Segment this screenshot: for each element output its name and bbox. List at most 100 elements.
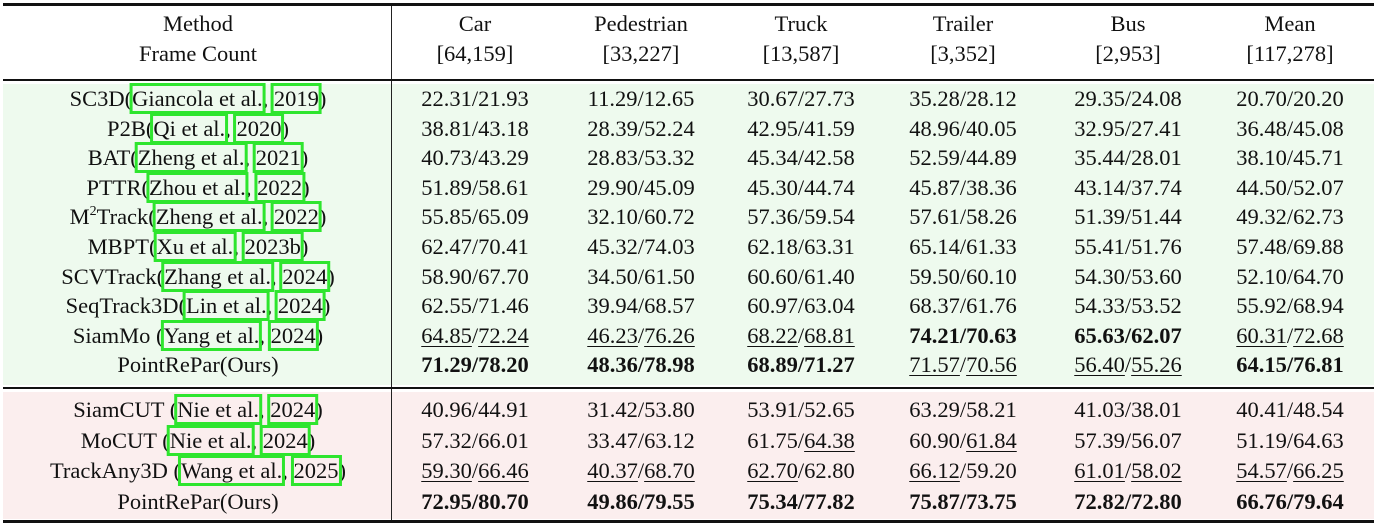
metric-value: 36.48: [1236, 115, 1287, 141]
citation-author-link[interactable]: Qi et al.: [150, 112, 229, 144]
metric-value: 28.39: [587, 115, 638, 141]
metric-cell: 62.47/70.41: [421, 234, 529, 260]
citation-year-link[interactable]: 2021: [252, 142, 304, 174]
value-separator: /: [797, 204, 805, 230]
value-separator: /: [959, 322, 967, 348]
method-name: M2Track(Zheng et al., 2022): [69, 201, 327, 233]
metric-value: 43.18: [478, 115, 529, 141]
citation-year-link[interactable]: 2022: [270, 201, 322, 233]
column-name: Pedestrian: [594, 11, 688, 36]
metric-value: 66.01: [478, 427, 529, 453]
citation-year-link[interactable]: 2024: [267, 319, 319, 351]
metric-value: 11.29: [587, 86, 638, 111]
citation-year-link[interactable]: 2024: [279, 260, 331, 292]
metric-value: 31.42: [587, 397, 638, 422]
metric-cell: 65.14/61.33: [909, 234, 1017, 260]
method-label-suffix: Track: [96, 204, 149, 230]
metric-value: 71.29: [421, 352, 472, 378]
metric-cell: 62.18/63.31: [747, 234, 855, 260]
metric-cell: 65.63/62.07: [1074, 323, 1182, 349]
column-header-bus: Bus [2,953]: [1095, 9, 1161, 69]
citation-year-link[interactable]: 2024: [267, 394, 319, 425]
metric-cell: 62.70/62.80: [747, 458, 855, 484]
citation-author-link[interactable]: Zheng et al.: [152, 201, 266, 233]
value-separator: /: [471, 427, 479, 453]
citation-year-link[interactable]: 2024: [274, 290, 326, 322]
value-separator: /: [1124, 427, 1132, 453]
metric-value: 60.10: [966, 263, 1017, 289]
metric-cell: 58.90/67.70: [421, 264, 529, 290]
metric-value: 42.95: [747, 115, 798, 141]
value-separator: /: [471, 458, 479, 483]
value-separator: /: [637, 488, 645, 514]
citation-year-link[interactable]: 2025: [290, 455, 342, 486]
metric-cell: 48.96/40.05: [909, 116, 1017, 142]
metric-cell: 66.76/79.64: [1236, 489, 1344, 515]
metric-cell: 28.83/53.32: [587, 145, 695, 171]
column-name: Trailer: [932, 11, 994, 36]
value-separator: /: [797, 427, 805, 453]
citation-author-link[interactable]: Yang et al.: [160, 319, 263, 351]
value-separator: /: [797, 352, 805, 378]
citation-year-link[interactable]: 2023b: [241, 231, 304, 262]
method-name: TrackAny3D (Wang et al., 2025): [49, 455, 347, 486]
metric-value: 78.98: [644, 352, 695, 378]
method-label: M: [69, 204, 90, 230]
citation-author-link[interactable]: Nie et al.: [174, 394, 263, 425]
citation-year-link[interactable]: 2020: [233, 112, 285, 144]
metric-value: 20.20: [1293, 86, 1344, 111]
metric-value: 66.46: [478, 458, 529, 483]
citation-author-link[interactable]: Giancola et al.: [129, 83, 266, 114]
metric-value: 63.29: [909, 397, 960, 422]
value-separator: /: [959, 204, 967, 230]
value-separator: /: [637, 352, 645, 378]
metric-value: 62.07: [1131, 322, 1182, 348]
metric-cell: 35.28/28.12: [909, 86, 1017, 112]
citation-author-link[interactable]: Zhou et al.: [145, 171, 249, 203]
citation-author-link[interactable]: Nie et al.: [166, 424, 255, 456]
value-separator: /: [1286, 174, 1294, 200]
metric-value: 38.01: [1131, 397, 1182, 422]
metric-value: 57.32: [421, 427, 472, 453]
metric-cell: 40.37/68.70: [587, 458, 695, 484]
value-separator: /: [797, 488, 805, 514]
metric-cell: 63.29/58.21: [909, 397, 1017, 423]
method-label: PointRePar(Ours): [117, 488, 279, 514]
value-separator: /: [959, 86, 967, 111]
metric-value: 27.73: [804, 86, 855, 111]
citation-year-link[interactable]: 2024: [259, 424, 311, 456]
metric-value: 27.41: [1131, 115, 1182, 141]
metric-value: 40.05: [966, 115, 1017, 141]
metric-cell: 57.61/58.26: [909, 204, 1017, 230]
metric-value: 62.73: [1293, 204, 1344, 230]
citation-year-link[interactable]: 2019: [270, 83, 322, 114]
metric-value: 12.65: [643, 86, 695, 111]
citation-year-link[interactable]: 2022: [254, 171, 306, 203]
metric-value: 72.24: [478, 322, 529, 348]
method-label: P2B: [107, 115, 146, 141]
citation-author-link[interactable]: Zhang et al.: [161, 260, 275, 292]
metric-cell: 45.32/74.03: [587, 234, 695, 260]
metric-value: 21.93: [478, 86, 529, 111]
metric-cell: 29.90/45.09: [587, 175, 695, 201]
value-separator: /: [1124, 86, 1132, 111]
metric-value: 28.83: [587, 145, 638, 171]
citation-author-link[interactable]: Wang et al.: [177, 455, 286, 486]
metric-value: 58.90: [421, 263, 472, 289]
citation-author-link[interactable]: Zheng et al.: [134, 142, 248, 174]
value-separator: /: [797, 86, 805, 111]
citation-author-link[interactable]: Xu et al.: [153, 231, 237, 262]
metric-value: 74.03: [644, 234, 695, 259]
metric-cell: 60.90/61.84: [909, 428, 1017, 454]
metric-value: 71.46: [478, 293, 529, 319]
metric-value: 24.08: [1131, 86, 1182, 111]
value-separator: /: [471, 293, 479, 319]
metric-value: 79.55: [644, 488, 695, 514]
metric-cell: 28.39/52.24: [587, 116, 695, 142]
metric-value: 58.21: [966, 397, 1017, 422]
metric-cell: 38.10/45.71: [1236, 145, 1344, 171]
value-separator: /: [471, 397, 479, 422]
citation-author-link[interactable]: Lin et al.: [183, 290, 270, 322]
metric-value: 51.39: [1074, 204, 1125, 230]
metric-value: 61.75: [747, 427, 798, 453]
